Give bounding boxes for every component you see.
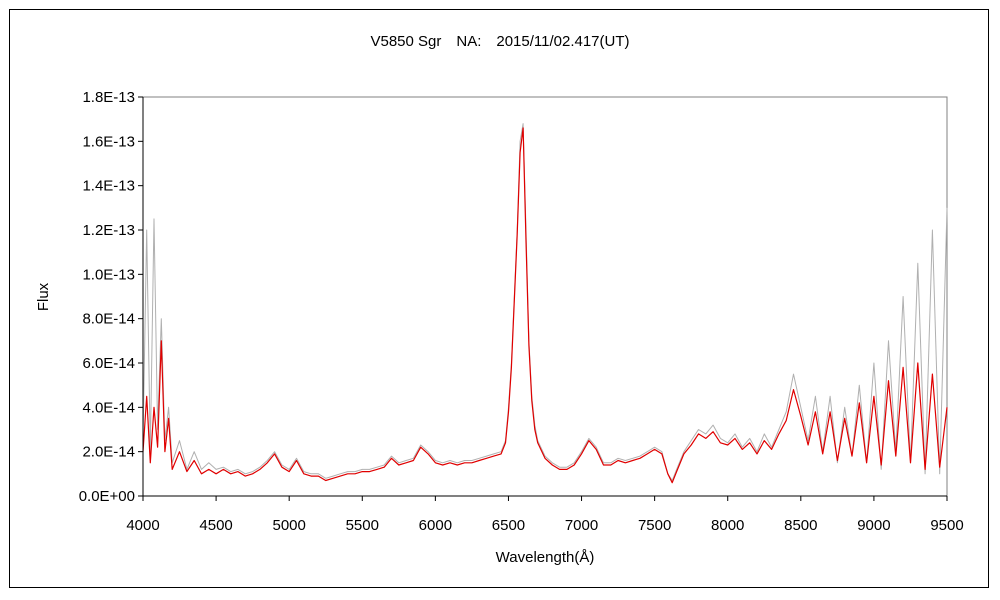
x-tick-label: 9500 xyxy=(930,517,963,534)
chart-title: V5850 Sgr NA: 2015/11/02.417(UT) xyxy=(370,33,629,50)
y-tick-label: 4.0E-14 xyxy=(82,399,135,416)
y-axis-title: Flux xyxy=(35,282,52,311)
x-axis-title: Wavelength(Å) xyxy=(496,549,595,566)
y-tick-label: 1.8E-13 xyxy=(82,89,135,106)
series-layer xyxy=(142,123,948,484)
axis-layer: 0.0E+00 2.0E-14 4.0E-14 6.0E-14 8.0E-14 1.0E-… xyxy=(79,89,964,534)
x-tick-label: 4500 xyxy=(199,517,232,534)
plot-area xyxy=(142,96,948,497)
x-tick-label: 4000 xyxy=(126,517,159,534)
x-tick-label: 6500 xyxy=(492,517,525,534)
y-tick-label: 6.0E-14 xyxy=(82,355,135,372)
y-tick-label: 2.0E-14 xyxy=(82,444,135,461)
y-tick-label: 1.2E-13 xyxy=(82,222,135,239)
y-tick-label: 0.0E+00 xyxy=(79,488,135,505)
y-tick-label: 1.0E-13 xyxy=(82,266,135,283)
x-tick-label: 5000 xyxy=(272,517,305,534)
y-tick-label: 1.4E-13 xyxy=(82,178,135,195)
x-tick-label: 7500 xyxy=(638,517,671,534)
smoothed-spectrum-line xyxy=(142,127,948,484)
y-tick-label: 1.6E-13 xyxy=(82,133,135,150)
x-tick-label: 9000 xyxy=(857,517,890,534)
x-tick-label: 7000 xyxy=(565,517,598,534)
y-tick-label: 8.0E-14 xyxy=(82,311,135,328)
x-tick-label: 8000 xyxy=(711,517,744,534)
x-tick-label: 6000 xyxy=(419,517,452,534)
x-tick-label: 8500 xyxy=(784,517,817,534)
x-tick-label: 5500 xyxy=(346,517,379,534)
